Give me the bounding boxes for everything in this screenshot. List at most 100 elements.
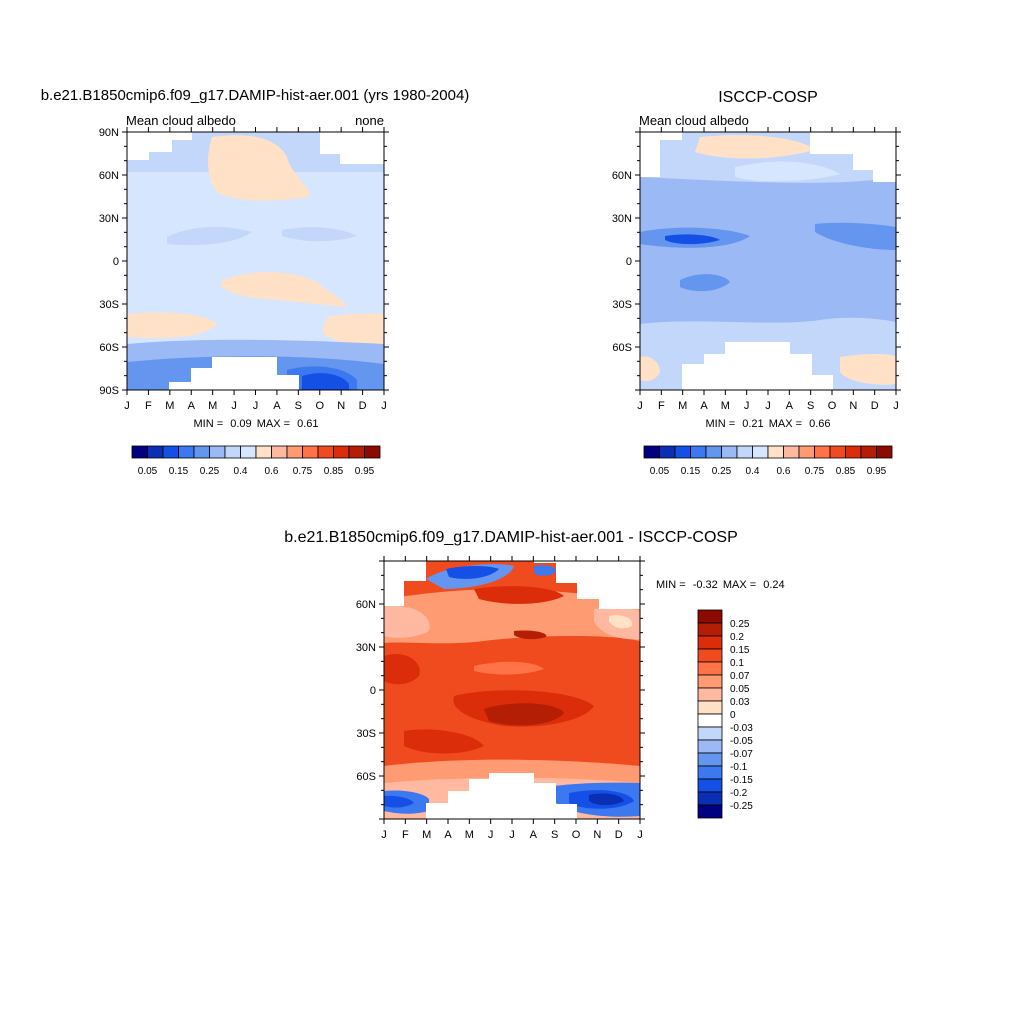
colorbar-label: 0.6 bbox=[265, 466, 279, 477]
colorbar-swatch bbox=[697, 700, 723, 715]
x-tick-label: M bbox=[721, 400, 730, 412]
colorbar-swatch bbox=[697, 765, 723, 780]
x-tick-label: J bbox=[893, 400, 899, 412]
field-region bbox=[665, 234, 720, 245]
x-tick-label: S bbox=[295, 400, 302, 412]
y-tick-label: 60N bbox=[356, 599, 376, 611]
field-region bbox=[514, 630, 547, 640]
x-tick-label: A bbox=[273, 400, 281, 412]
y-tick-label: 60S bbox=[99, 342, 119, 354]
x-tick-label: J bbox=[381, 400, 387, 412]
x-tick-label: S bbox=[551, 829, 558, 841]
x-tick-label: M bbox=[678, 400, 687, 412]
colorbar-label: 0.07 bbox=[730, 671, 750, 682]
field-region bbox=[404, 729, 484, 754]
y-tick-label: 30N bbox=[356, 642, 376, 654]
missing-region bbox=[169, 357, 299, 390]
x-tick-label: O bbox=[572, 829, 581, 841]
field-region bbox=[695, 135, 815, 159]
colorbar-label: 0.85 bbox=[836, 466, 856, 477]
colorbar-swatch bbox=[364, 445, 381, 459]
colorbar-swatch bbox=[814, 445, 831, 459]
colorbar-label: 0.25 bbox=[712, 466, 732, 477]
x-tick-label: A bbox=[786, 400, 794, 412]
colorbar-label: 0.05 bbox=[138, 466, 158, 477]
colorbar-label: 0.6 bbox=[777, 466, 791, 477]
colorbar-swatch bbox=[697, 778, 723, 793]
field-region bbox=[384, 653, 420, 685]
y-tick-label: 60S bbox=[356, 771, 376, 783]
field-region bbox=[446, 566, 499, 579]
missing-region bbox=[426, 773, 577, 819]
x-tick-label: J bbox=[744, 400, 750, 412]
colorbar-swatch bbox=[752, 445, 769, 459]
colorbar-swatch bbox=[798, 445, 815, 459]
stat-max-value: 0.66 bbox=[809, 418, 830, 430]
panel-model-left-label: Mean cloud albedo bbox=[126, 113, 236, 128]
colorbar-label: 0 bbox=[730, 710, 736, 721]
stat-max-label: MAX = bbox=[257, 418, 290, 430]
panel-model-title: b.e21.B1850cmip6.f09_g17.DAMIP-hist-aer.… bbox=[41, 87, 470, 104]
colorbar-swatch bbox=[697, 661, 723, 676]
colorbar-swatch bbox=[860, 445, 877, 459]
colorbar-swatch bbox=[697, 687, 723, 702]
colorbar-label: 0.4 bbox=[234, 466, 248, 477]
panel-diff-title: b.e21.B1850cmip6.f09_g17.DAMIP-hist-aer.… bbox=[284, 529, 738, 546]
colorbar-label: 0.95 bbox=[867, 466, 887, 477]
x-tick-label: A bbox=[700, 400, 708, 412]
x-tick-label: M bbox=[422, 829, 431, 841]
colorbar-swatch bbox=[697, 739, 723, 754]
colorbar-swatch bbox=[697, 804, 723, 819]
y-tick-label: 0 bbox=[626, 256, 632, 268]
colorbar-swatch bbox=[209, 445, 226, 459]
field-region bbox=[534, 565, 556, 576]
panel-diff-y-axis: 60N 30N 0 30S 60S bbox=[356, 560, 645, 820]
field-region bbox=[474, 586, 564, 604]
y-tick-label: 0 bbox=[113, 256, 119, 268]
y-tick-label: 30S bbox=[99, 299, 119, 311]
x-tick-label: A bbox=[530, 829, 538, 841]
panel-diff: b.e21.B1850cmip6.f09_g17.DAMIP-hist-aer.… bbox=[284, 529, 784, 841]
y-tick-label: 30S bbox=[356, 728, 376, 740]
colorbar-swatch bbox=[147, 445, 164, 459]
colorbar-label: -0.07 bbox=[730, 749, 753, 760]
colorbar-label: 0.15 bbox=[169, 466, 189, 477]
panel-model-field bbox=[127, 132, 384, 390]
colorbar-label: 0.25 bbox=[730, 619, 750, 630]
colorbar-swatch bbox=[674, 445, 691, 459]
colorbar-swatch bbox=[829, 445, 846, 459]
colorbar-label: -0.15 bbox=[730, 775, 753, 786]
field-region bbox=[208, 135, 310, 201]
colorbar-swatch bbox=[255, 445, 272, 459]
x-tick-label: F bbox=[145, 400, 152, 412]
colorbar-label: -0.03 bbox=[730, 723, 753, 734]
panel-diff-colorbar: 0.25 0.2 0.15 0.1 0.07 0.05 0.03 0 -0.03 -0.05 -0.… bbox=[697, 609, 753, 819]
field-region bbox=[840, 353, 896, 385]
x-tick-label: M bbox=[208, 400, 217, 412]
x-tick-label: J bbox=[124, 400, 130, 412]
colorbar-swatch bbox=[697, 791, 723, 806]
colorbar-swatch bbox=[876, 445, 893, 459]
field-region bbox=[127, 312, 217, 339]
colorbar-swatch bbox=[348, 445, 365, 459]
stat-min-label: MIN = bbox=[193, 418, 223, 430]
colorbar-swatch bbox=[736, 445, 753, 459]
field-region bbox=[680, 274, 730, 292]
colorbar-swatch bbox=[240, 445, 257, 459]
colorbar-swatch bbox=[271, 445, 288, 459]
stat-min-value: 0.09 bbox=[230, 418, 251, 430]
colorbar-label: 0.25 bbox=[200, 466, 220, 477]
stat-min-label: MIN = bbox=[705, 418, 735, 430]
stat-max-label: MAX = bbox=[723, 579, 756, 591]
x-tick-label: D bbox=[871, 400, 879, 412]
colorbar-label: -0.1 bbox=[730, 762, 748, 773]
x-tick-label: M bbox=[165, 400, 174, 412]
colorbar-swatch bbox=[333, 445, 350, 459]
colorbar-swatch bbox=[643, 445, 660, 459]
colorbar-label: -0.2 bbox=[730, 788, 748, 799]
colorbar-label: 0.95 bbox=[355, 466, 375, 477]
stat-min-label: MIN = bbox=[656, 579, 686, 591]
colorbar-swatch bbox=[162, 445, 179, 459]
y-tick-label: 30N bbox=[99, 213, 119, 225]
